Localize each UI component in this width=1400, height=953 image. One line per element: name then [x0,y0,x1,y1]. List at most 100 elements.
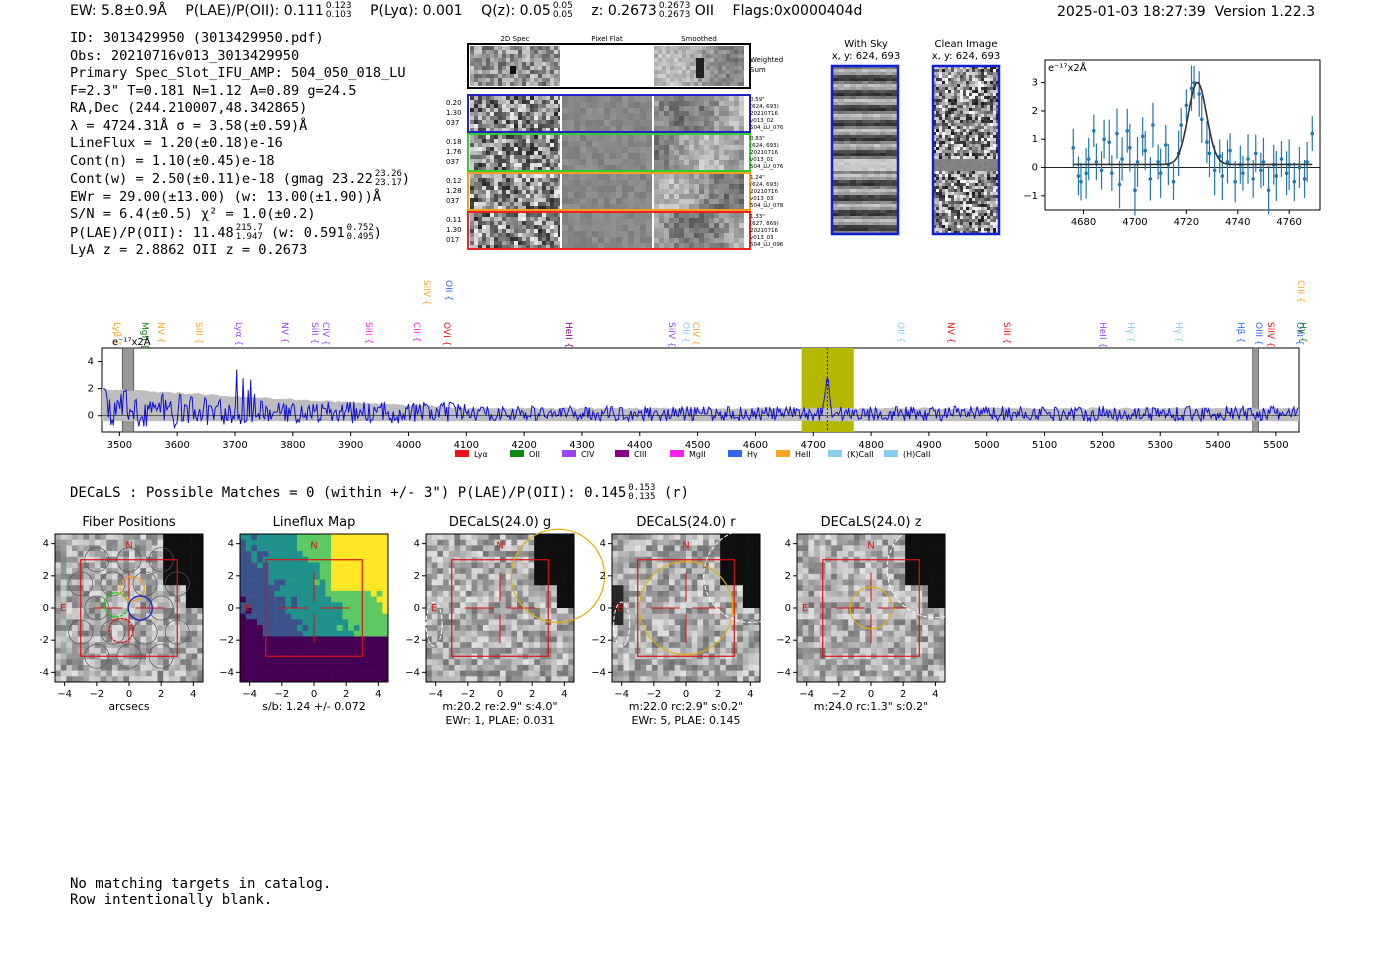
y-tick-label: 2 [1032,106,1038,117]
line-fit-plot: e⁻¹⁷x2Å 4680 4700 4720 4740 4760 3 2 1 0 −1 [1023,59,1321,228]
cutout-column-title: 2D Spec [500,35,529,43]
fiber-row-stat: 0.18 [446,138,462,146]
fiber-row-meta: (624, 693) [750,182,779,188]
legend-label: (K)CaII [847,450,874,459]
fiber-row-stat: 1.30 [446,226,462,234]
flux-curve [103,369,1299,430]
cutout-column-title: Pixel Flat [591,35,623,43]
neighbor-ellipse [613,601,631,647]
spectral-line-label: Lyα { [233,322,243,346]
fiber-row-meta: 504_LU_076 [750,125,784,131]
x-tick-label: 4 [561,689,567,700]
x-tick-label: 3800 [280,440,305,451]
fiber-circle [132,571,158,597]
data-point [1266,188,1271,192]
fiber-row-stat: 017 [446,236,459,244]
spectral-line-label: NV { [155,322,165,343]
fiber-row-meta: v013_02 [750,118,774,124]
spectral-line-label: SiII { [1001,322,1011,344]
data-point [1292,179,1297,184]
spectral-line-label: CIII { [1295,280,1305,303]
fiber-row-meta: 0.59" [750,97,765,103]
gaussian-fit-curve [1073,81,1313,166]
version: Version 1.22.3 [1214,4,1316,20]
fiber-row-frame [467,172,751,211]
x-tick-label: 4800 [858,440,883,451]
fiber-row-stat: 1.76 [446,148,462,156]
spectral-line-label: SiIV { [421,280,431,306]
x-tick-label: −4 [57,689,72,700]
data-point [1115,131,1119,136]
data-point [1253,151,1258,156]
panel-caption: m:24.0 rc:1.3" s:0.2" [814,700,929,713]
spec2d-cutouts: 2D Spec Pixel Flat Smoothed Weighted Sum 0.2… [446,35,784,250]
legend-label: OII [529,450,540,459]
data-point [1197,92,1202,96]
info-ewr: EWr = 29.00(±13.00) (w: 13.00(±1.90))Å [70,188,381,205]
search-box [451,559,549,657]
spectral-line-label: OII { [443,280,453,301]
fiber-circle [148,643,174,669]
y-tick-label: 0 [228,603,234,614]
info-sn: S/N = 6.4(±0.5) χ² = 1.0(±0.2) [70,206,316,222]
legend-item: MgII [670,450,706,459]
spectral-line-label: Hγ { [1297,322,1307,343]
compass-north: N [496,540,503,551]
fiber-row-stat: 037 [446,197,459,205]
data-point [1084,171,1088,176]
y-tick-label: 2 [600,571,606,582]
clean-image-xy: x, y: 624, 693 [932,51,1001,62]
panel-title: Lineflux Map [273,515,356,530]
x-tick-label: 5100 [1032,440,1057,451]
compass-north: N [310,540,317,551]
fiber-circle [100,619,126,645]
fiber-circle [148,595,174,621]
y-tick-label: 0 [600,603,606,614]
y-tick-label: 4 [88,357,94,368]
data-point [1107,140,1112,144]
aperture-ellipse [849,586,893,630]
legend-item: CIV [562,450,595,459]
neighbor-ellipse [886,520,980,619]
x-tick-label: 4740 [1225,217,1250,228]
y-tick-label: 0 [43,603,49,614]
panel-title: DECaLS(24.0) z [821,515,922,530]
x-tick-label: 5500 [1263,440,1288,451]
panel-caption: m:20.2 re:2.9" s:4.0" [442,700,557,713]
fiber-circle [68,571,94,597]
weighted-sum-row: Weighted Sum [467,43,783,89]
legend-swatch [455,450,469,457]
data-point [1133,188,1137,192]
x-tick-label: 0 [868,689,874,700]
fiber-row-frame [467,94,751,133]
data-point [1092,128,1096,133]
x-tick-label: 4 [747,689,753,700]
fiber-row-frame [467,211,751,250]
note-line-1: No matching targets in catalog. [70,876,332,892]
search-box [265,559,363,657]
data-point [1148,177,1153,181]
spectral-line-label: SiIV { [666,322,676,348]
legend-item: Hγ [728,450,758,459]
fiber-row-meta: 20210716 [750,189,778,195]
x-tick-label: 3500 [107,440,132,451]
fiber-row-meta: v013_03 [750,196,774,202]
legend-label: MgII [689,450,706,459]
data-point [1212,168,1217,173]
data-point [1302,177,1307,181]
plot-frame [1044,59,1321,211]
data-point [1233,179,1237,184]
x-tick-label: 4760 [1276,217,1301,228]
y-tick-label: 0 [785,603,791,614]
x-tick-label: 4100 [454,440,479,451]
legend-item: CIII [615,450,647,459]
aperture-ellipse [510,528,606,624]
compass-east: E [617,603,623,614]
fiber-row-stat: 0.12 [446,177,462,185]
plae-value: P(LAE)/P(OII): 0.111 0.123 0.103 [185,1,352,20]
data-point [1120,157,1124,161]
data-point [1279,157,1284,161]
panel-title: Fiber Positions [82,515,175,530]
